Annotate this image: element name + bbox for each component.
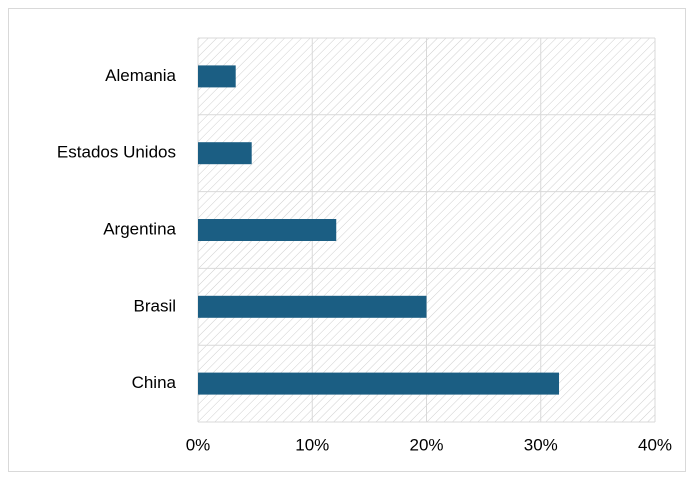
bar — [198, 295, 427, 318]
x-tick-label: 0% — [186, 435, 211, 454]
bar — [198, 142, 252, 165]
x-tick-label: 10% — [295, 435, 329, 454]
y-tick-label: Brasil — [133, 296, 176, 315]
bar — [198, 372, 560, 395]
bar — [198, 65, 236, 88]
x-tick-label: 40% — [638, 435, 672, 454]
x-tick-label: 30% — [524, 435, 558, 454]
y-tick-label: China — [132, 373, 177, 392]
x-tick-label: 20% — [409, 435, 443, 454]
y-tick-label: Alemania — [105, 66, 176, 85]
y-tick-label: Estados Unidos — [57, 143, 176, 162]
y-tick-label: Argentina — [103, 219, 176, 238]
bar — [198, 219, 337, 241]
